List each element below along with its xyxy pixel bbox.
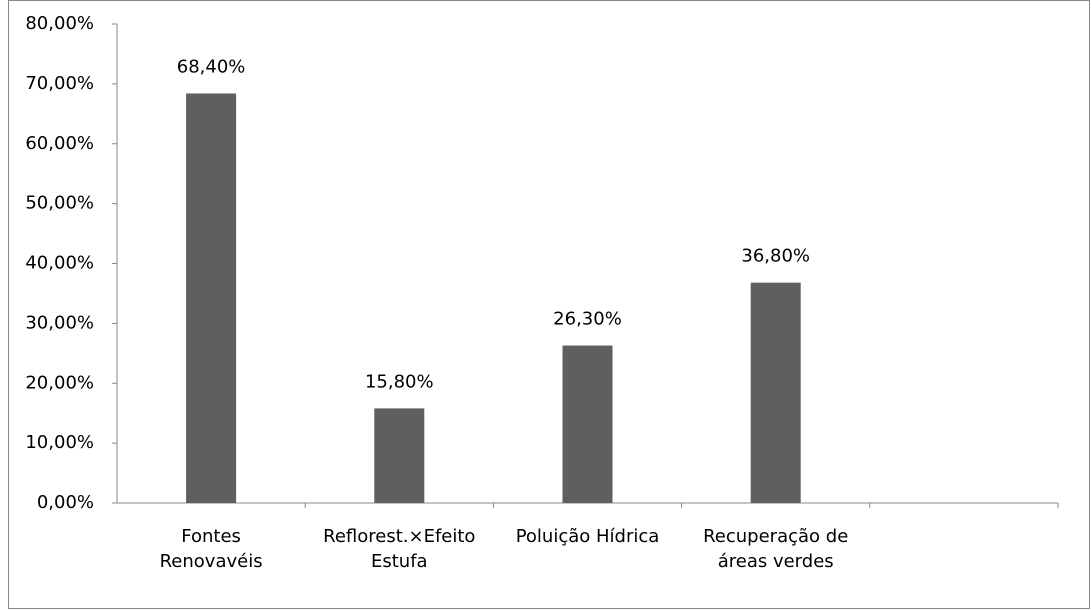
data-label: 26,30% <box>553 309 622 330</box>
data-label: 68,40% <box>177 56 246 77</box>
x-tick-label: Poluição Hídrica <box>516 526 660 547</box>
x-tick-label: Fontes Renovavéis <box>160 526 263 572</box>
y-tick-label: 80,00% <box>25 13 94 34</box>
chart-frame <box>8 0 1090 609</box>
y-tick-label: 40,00% <box>25 253 94 274</box>
bar <box>186 93 237 503</box>
x-tick-label: Reflorest.×Efeito Estufa <box>323 526 475 572</box>
bar <box>750 282 801 503</box>
data-label: 36,80% <box>741 246 810 267</box>
x-tick-label: Recuperação de áreas verdes <box>703 526 848 572</box>
y-tick-label: 60,00% <box>25 133 94 154</box>
data-label: 15,80% <box>365 371 434 392</box>
y-tick-label: 30,00% <box>25 312 94 333</box>
y-tick-label: 20,00% <box>25 372 94 393</box>
bar <box>562 345 613 503</box>
bar <box>374 408 425 503</box>
y-tick-label: 0,00% <box>37 492 94 513</box>
y-tick-label: 50,00% <box>25 193 94 214</box>
y-tick-label: 70,00% <box>25 73 94 94</box>
y-tick-label: 10,00% <box>25 432 94 453</box>
